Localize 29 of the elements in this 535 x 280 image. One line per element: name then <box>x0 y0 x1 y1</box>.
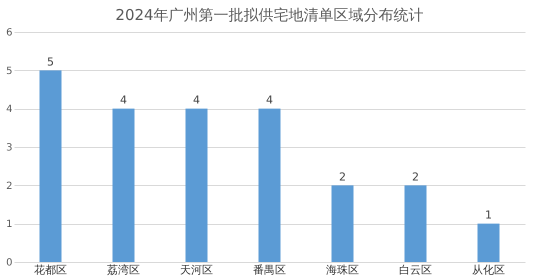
y-tick-label: 6 <box>6 28 12 38</box>
data-label: 2 <box>339 170 346 184</box>
y-tick-label: 4 <box>6 104 12 116</box>
x-tick-label: 从化区 <box>472 264 505 276</box>
x-tick-label: 白云区 <box>399 264 432 276</box>
bar <box>112 108 134 262</box>
data-label: 1 <box>485 208 492 222</box>
bar <box>478 224 500 262</box>
y-tick-label: 1 <box>6 219 12 230</box>
x-tick-label: 花都区 <box>34 264 67 276</box>
data-label: 4 <box>193 94 200 107</box>
x-tick-label: 番禺区 <box>253 264 286 276</box>
bar <box>186 108 208 262</box>
y-tick-label: 0 <box>6 258 12 268</box>
bar <box>404 185 426 262</box>
x-tick-label: 天河区 <box>180 264 213 276</box>
x-tick-label: 荔湾区 <box>107 264 140 276</box>
y-tick-label: 3 <box>6 142 12 154</box>
bar <box>332 185 354 262</box>
x-tick-label: 海珠区 <box>326 264 359 276</box>
y-tick-label: 5 <box>6 66 12 77</box>
y-tick-label: 2 <box>6 180 12 192</box>
data-label: 4 <box>120 94 127 107</box>
data-label: 5 <box>47 55 54 68</box>
bar <box>40 70 62 262</box>
bar <box>258 108 280 262</box>
chart-title: 2024年广州第一批拟供宅地清单区域分布统计 <box>115 6 424 24</box>
data-label: 2 <box>412 170 419 184</box>
data-label: 4 <box>266 94 273 107</box>
